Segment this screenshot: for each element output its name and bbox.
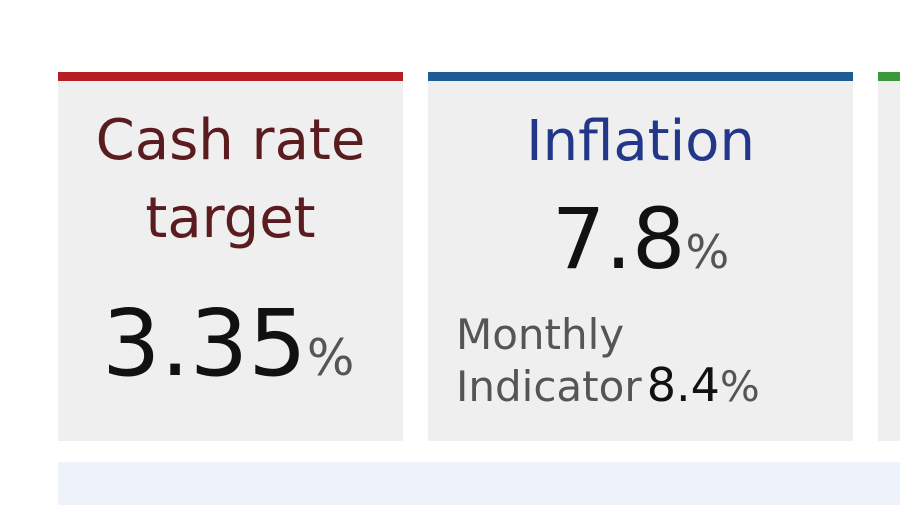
cash-rate-card: Cash rate target 3.35% bbox=[58, 72, 403, 441]
card-title: Cash rate target bbox=[95, 108, 366, 251]
value: 3.35 bbox=[102, 290, 307, 397]
card-value: 3.35% bbox=[102, 290, 354, 397]
sub-label: Indicator bbox=[456, 362, 642, 411]
card-title: Inflation bbox=[526, 109, 755, 174]
sub-row: Indicator 8.4% bbox=[456, 358, 760, 412]
value: 7.8 bbox=[551, 190, 686, 288]
partial-card bbox=[878, 72, 900, 441]
inflation-card: Inflation 7.8% Monthly Indicator 8.4% bbox=[428, 72, 853, 441]
unit: % bbox=[685, 225, 730, 279]
sub-value: 8.4 bbox=[646, 358, 720, 412]
sub-unit: % bbox=[719, 362, 760, 411]
card-accent bbox=[58, 72, 403, 81]
card-value: 7.8% bbox=[428, 190, 853, 288]
sub-label: Monthly bbox=[456, 310, 625, 359]
banner-strip bbox=[58, 462, 900, 505]
card-accent bbox=[878, 72, 900, 81]
card-accent bbox=[428, 72, 853, 81]
unit: % bbox=[306, 329, 355, 387]
